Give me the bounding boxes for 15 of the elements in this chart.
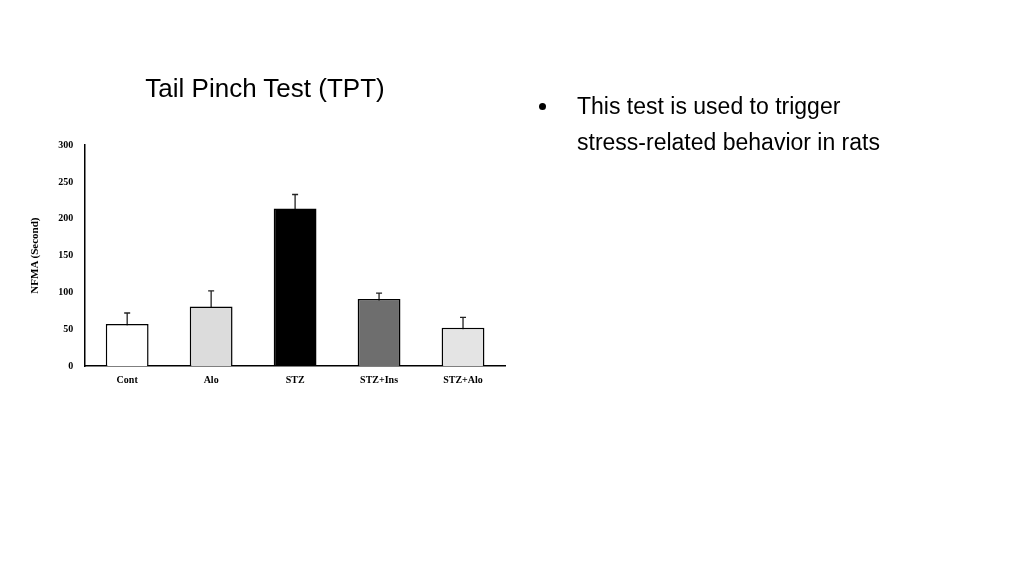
y-tick-label: 100 bbox=[58, 285, 74, 297]
y-tick-label: 50 bbox=[63, 322, 74, 334]
x-tick-label: Alo bbox=[203, 373, 219, 385]
y-tick-label: 0 bbox=[68, 359, 74, 371]
x-tick-label: Cont bbox=[116, 373, 139, 385]
y-tick-label: 250 bbox=[58, 175, 74, 187]
chart-title: Tail Pinch Test (TPT) bbox=[145, 72, 385, 103]
y-tick-label: 200 bbox=[58, 212, 74, 224]
x-tick-label: STZ bbox=[285, 373, 305, 385]
y-tick-label: 150 bbox=[58, 249, 74, 261]
x-tick-label: STZ+Ins bbox=[360, 373, 399, 385]
y-axis-title: NFMA (Second) bbox=[28, 217, 42, 294]
x-tick-label: STZ+Alo bbox=[443, 373, 483, 385]
text: This test is used to trigger stress-related behavior in rats bbox=[577, 92, 881, 157]
y-tick-label: 300 bbox=[58, 138, 74, 150]
